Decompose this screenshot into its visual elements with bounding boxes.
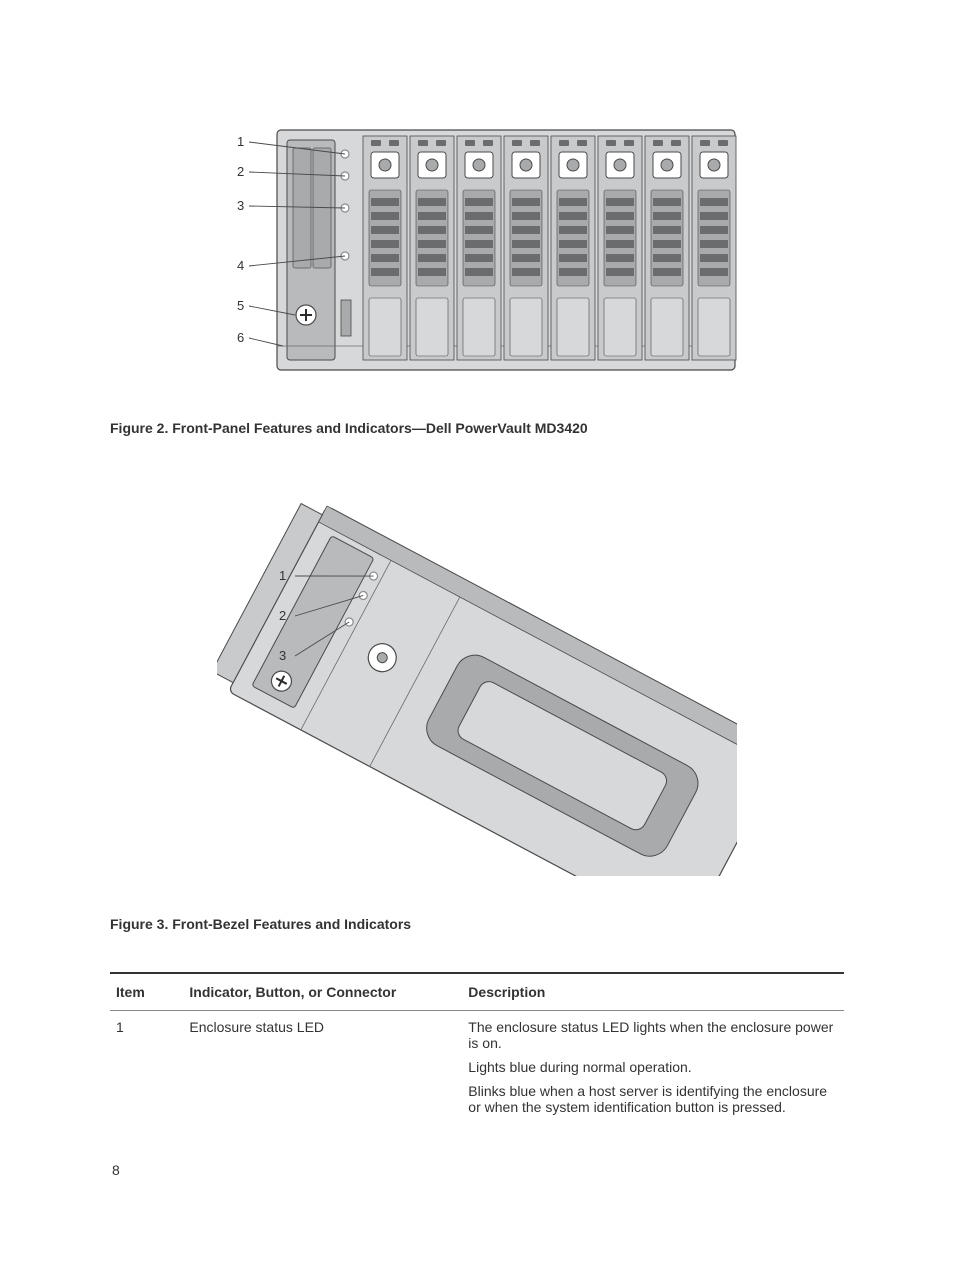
table-header-row: Item Indicator, Button, or Connector Des…: [110, 973, 844, 1011]
figure-2-caption: Figure 2. Front-Panel Features and Indic…: [110, 420, 844, 436]
figure-3-svg: 1 2 3: [217, 476, 737, 876]
description-paragraph: The enclosure status LED lights when the…: [468, 1019, 838, 1051]
figure-3: 1 2 3 Figure 3. Front-Bezel Features and I…: [110, 476, 844, 932]
figure-2-svg: 1 2 3 4 5 6: [217, 120, 737, 380]
svg-text:6: 6: [237, 330, 244, 345]
svg-text:1: 1: [237, 134, 244, 149]
svg-text:4: 4: [237, 258, 244, 273]
table-row: 1Enclosure status LEDThe enclosure statu…: [110, 1011, 844, 1124]
cell-item: 1: [110, 1011, 183, 1124]
indicators-table: Item Indicator, Button, or Connector Des…: [110, 972, 844, 1123]
svg-text:1: 1: [279, 568, 286, 583]
figure-2: 1 2 3 4 5 6 Figure 2. Front-Panel Features an…: [110, 120, 844, 436]
svg-text:2: 2: [279, 608, 286, 623]
th-item: Item: [110, 973, 183, 1011]
page-number: 8: [112, 1162, 120, 1178]
svg-text:3: 3: [237, 198, 244, 213]
description-paragraph: Lights blue during normal operation.: [468, 1059, 838, 1075]
th-description: Description: [462, 973, 844, 1011]
document-page: 1 2 3 4 5 6 Figure 2. Front-Panel Features an…: [0, 0, 954, 1268]
cell-indicator: Enclosure status LED: [183, 1011, 462, 1124]
svg-text:3: 3: [279, 648, 286, 663]
th-indicator: Indicator, Button, or Connector: [183, 973, 462, 1011]
figure-3-caption: Figure 3. Front-Bezel Features and Indic…: [110, 916, 844, 932]
description-paragraph: Blinks blue when a host server is identi…: [468, 1083, 838, 1115]
cell-description: The enclosure status LED lights when the…: [462, 1011, 844, 1124]
svg-text:2: 2: [237, 164, 244, 179]
svg-text:5: 5: [237, 298, 244, 313]
